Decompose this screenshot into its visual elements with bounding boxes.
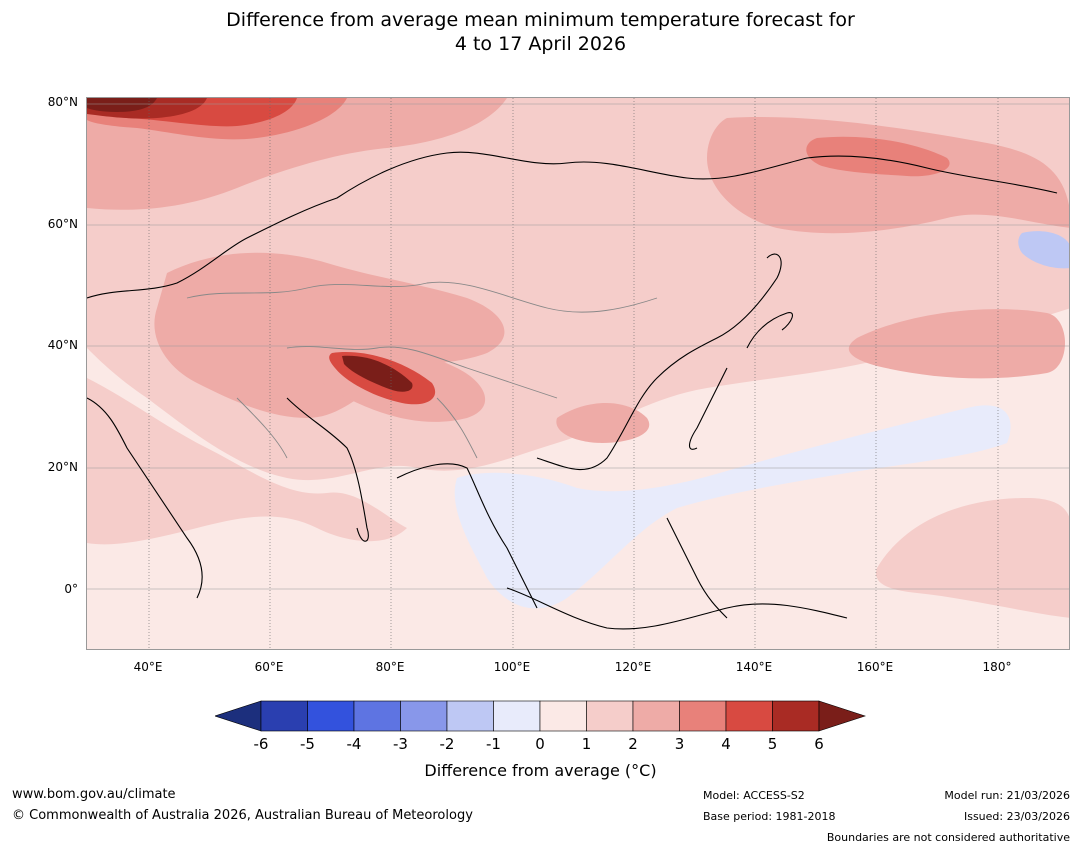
colorbar-extend-high bbox=[818, 700, 866, 732]
map-latitude-lines bbox=[87, 103, 1069, 590]
footer-base-period: Base period: 1981-2018 bbox=[703, 810, 836, 823]
colorbar-tick-label: 6 bbox=[814, 735, 824, 753]
colorbar-segment bbox=[446, 700, 494, 732]
colorbar-tick-label: -6 bbox=[253, 735, 269, 753]
colorbar-segment bbox=[725, 700, 773, 732]
lon-label-140e: 140°E bbox=[735, 660, 773, 674]
lon-label-100e: 100°E bbox=[493, 660, 531, 674]
title-line-2: 4 to 17 April 2026 bbox=[454, 33, 627, 55]
colorbar-tick-label: 4 bbox=[721, 735, 731, 753]
colorbar-segment bbox=[772, 700, 820, 732]
lon-label-160e: 160°E bbox=[856, 660, 894, 674]
footer-issued: Issued: 23/03/2026 bbox=[963, 810, 1070, 823]
anomaly-zone-6-plus-arctic bbox=[87, 98, 157, 112]
temperature-anomaly-map bbox=[86, 97, 1070, 650]
map-canvas bbox=[87, 98, 1069, 649]
lat-label-20n: 20°N bbox=[47, 460, 78, 474]
anomaly-zone-3-4-far-east bbox=[806, 136, 950, 177]
colorbar-segment bbox=[632, 700, 680, 732]
anomaly-zone-cool-north-pacific bbox=[1018, 231, 1069, 269]
colorbar-segment bbox=[493, 700, 541, 732]
colorbar-legend bbox=[215, 700, 866, 732]
anomaly-zone-cool-se-asia bbox=[454, 405, 1011, 609]
colorbar-segment bbox=[353, 700, 401, 732]
lat-label-40n: 40°N bbox=[47, 338, 78, 352]
lon-label-120e: 120°E bbox=[614, 660, 652, 674]
anomaly-zone-1-2-south-asia bbox=[87, 378, 407, 545]
colorbar-tick-label: -1 bbox=[486, 735, 501, 753]
footer-website[interactable]: www.bom.gov.au/climate bbox=[12, 787, 176, 802]
map-borders bbox=[186, 281, 658, 459]
footer-copyright: © Commonwealth of Australia 2026, Austra… bbox=[12, 808, 473, 823]
lat-label-60n: 60°N bbox=[47, 217, 78, 231]
anomaly-zone-2-3-south-china bbox=[556, 403, 650, 443]
colorbar-tick-label: 3 bbox=[674, 735, 685, 753]
lat-label-0: 0° bbox=[64, 582, 78, 596]
footer-boundaries-note: Boundaries are not considered authoritat… bbox=[826, 831, 1070, 844]
map-coastlines bbox=[87, 151, 1058, 630]
lon-label-80e: 80°E bbox=[375, 660, 405, 674]
colorbar-tick-label: 2 bbox=[628, 735, 638, 753]
footer-model-run: Model run: 21/03/2026 bbox=[944, 789, 1070, 802]
map-title: Difference from average mean minimum tem… bbox=[0, 8, 1081, 56]
lon-label-180: 180° bbox=[982, 660, 1012, 674]
anomaly-zone-2-3-central-asia bbox=[154, 252, 505, 418]
colorbar-segment bbox=[539, 700, 587, 732]
colorbar-segment bbox=[260, 700, 308, 732]
colorbar-title: Difference from average (°C) bbox=[424, 761, 657, 780]
lat-label-80n: 80°N bbox=[47, 95, 78, 109]
colorbar-tick-label: -2 bbox=[439, 735, 455, 753]
colorbar-segment bbox=[586, 700, 634, 732]
colorbar-segment bbox=[679, 700, 727, 732]
lon-label-40e: 40°E bbox=[133, 660, 163, 674]
colorbar-tick-label: -3 bbox=[393, 735, 408, 753]
map-graticule bbox=[148, 98, 999, 649]
colorbar-tick-label: 1 bbox=[581, 735, 592, 753]
anomaly-zone-1-2-south-pacific bbox=[876, 498, 1069, 618]
anomaly-zone-2-3-north-pacific bbox=[848, 309, 1065, 379]
colorbar-segment bbox=[307, 700, 355, 732]
title-line-1: Difference from average mean minimum tem… bbox=[226, 9, 855, 31]
lon-label-60e: 60°E bbox=[254, 660, 284, 674]
colorbar-segment bbox=[400, 700, 448, 732]
colorbar-tick-label: 0 bbox=[535, 735, 545, 753]
colorbar-tick-label: 5 bbox=[767, 735, 778, 753]
anomaly-zone-2-3-far-east bbox=[707, 117, 1069, 234]
colorbar-tick-label: -4 bbox=[346, 735, 362, 753]
colorbar-extend-low bbox=[215, 700, 262, 732]
anomaly-zone-6-plus-tibet bbox=[342, 355, 413, 392]
footer-model: Model: ACCESS-S2 bbox=[703, 789, 805, 802]
colorbar-tick-label: -5 bbox=[300, 735, 315, 753]
